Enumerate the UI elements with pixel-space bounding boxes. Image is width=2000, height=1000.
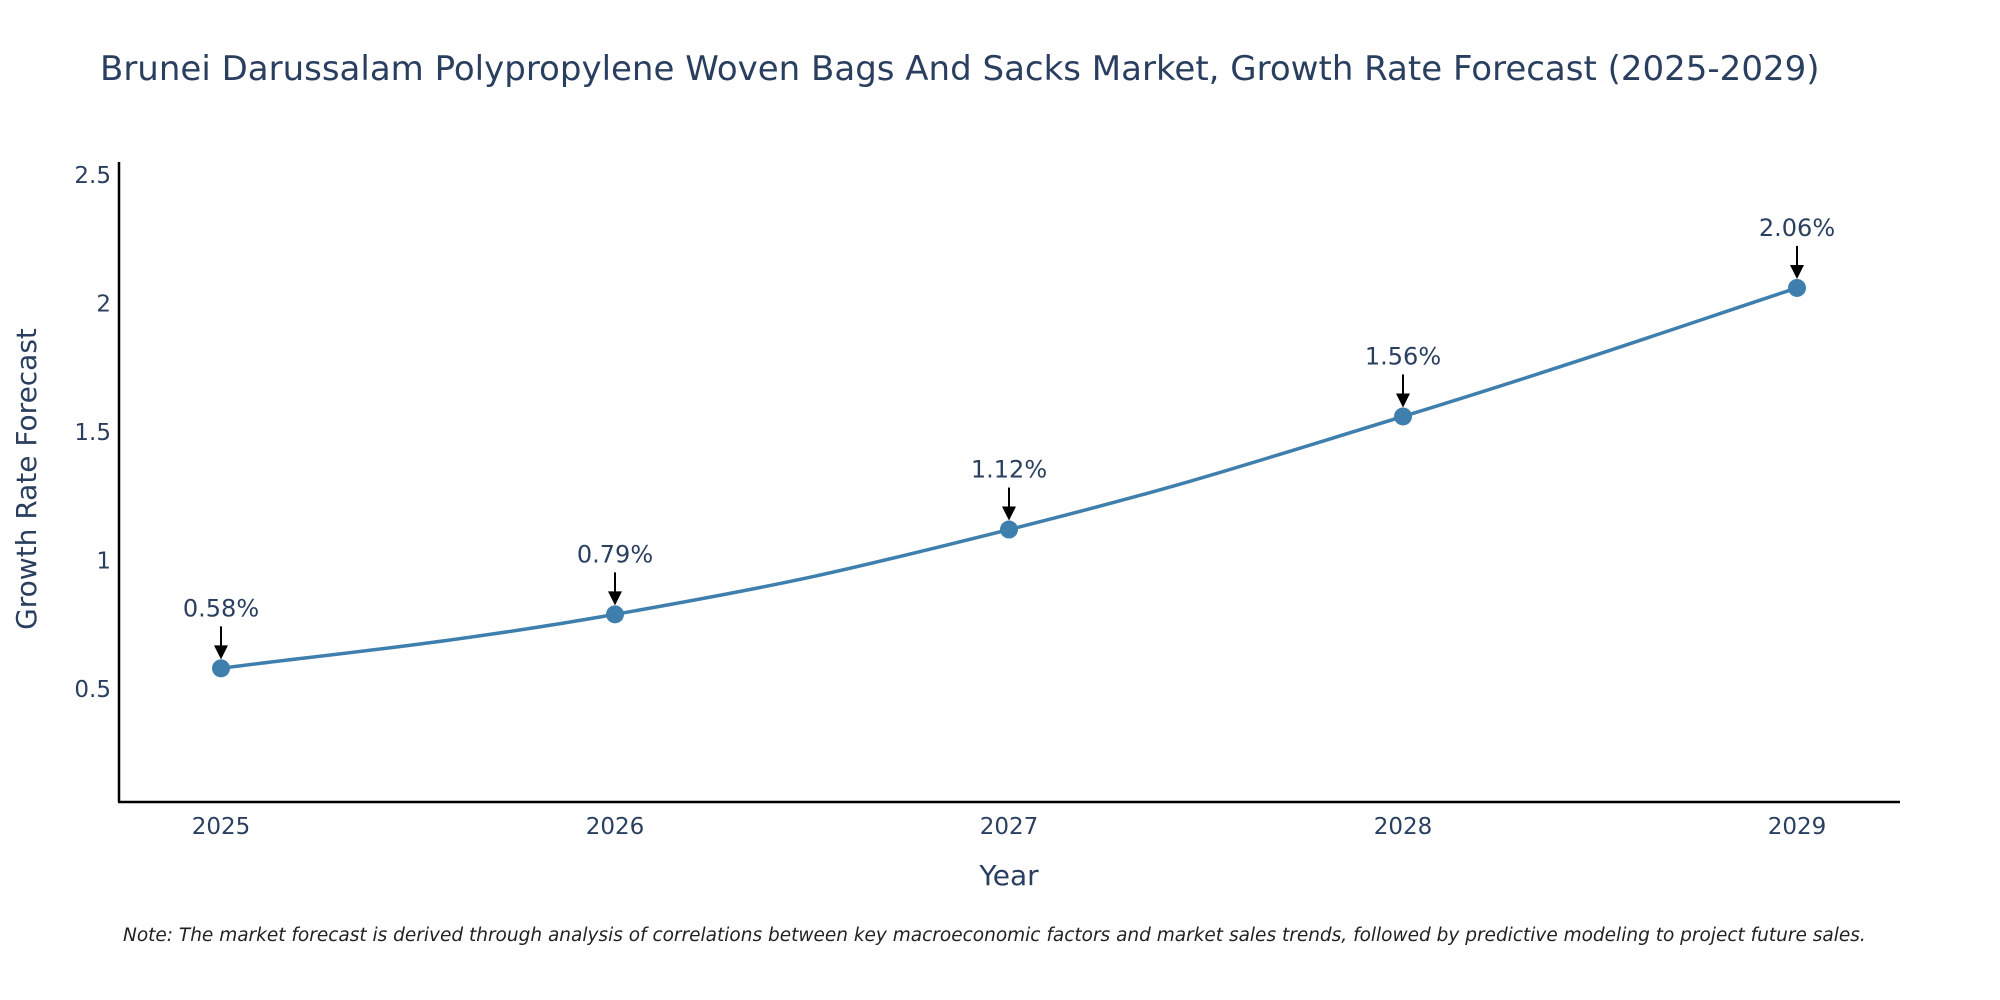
annotation-arrow-head bbox=[214, 645, 228, 660]
data-label: 2.06% bbox=[1759, 214, 1835, 242]
y-tick-label: 0.5 bbox=[74, 677, 111, 703]
data-label: 0.58% bbox=[183, 594, 259, 622]
x-tick-label: 2027 bbox=[980, 814, 1039, 840]
data-label: 1.56% bbox=[1365, 342, 1441, 370]
annotation-arrow-head bbox=[1790, 264, 1804, 279]
x-tick-label: 2029 bbox=[1768, 814, 1827, 840]
x-axis-title: Year bbox=[978, 859, 1039, 892]
data-label: 1.12% bbox=[971, 456, 1047, 484]
x-tick-label: 2026 bbox=[586, 814, 645, 840]
y-axis-title: Growth Rate Forecast bbox=[10, 328, 43, 630]
x-tick-label: 2025 bbox=[192, 814, 251, 840]
x-tick-label: 2028 bbox=[1374, 814, 1433, 840]
annotation-arrow-head bbox=[1002, 506, 1016, 521]
data-label: 0.79% bbox=[577, 540, 653, 568]
annotation-arrow-head bbox=[1396, 393, 1410, 408]
data-point-marker bbox=[606, 605, 624, 624]
data-point-marker bbox=[1394, 407, 1412, 426]
chart-title: Brunei Darussalam Polypropylene Woven Ba… bbox=[100, 49, 1819, 89]
y-tick-label: 2 bbox=[96, 291, 111, 317]
data-point-marker bbox=[1788, 278, 1806, 297]
data-point-marker bbox=[1000, 520, 1018, 539]
data-point-marker bbox=[212, 659, 230, 678]
footnote: Note: The market forecast is derived thr… bbox=[123, 925, 1866, 946]
y-tick-label: 1.5 bbox=[74, 420, 111, 446]
y-tick-label: 1 bbox=[96, 548, 111, 574]
annotation-arrow-head bbox=[608, 591, 622, 606]
y-tick-label: 2.5 bbox=[74, 163, 111, 189]
